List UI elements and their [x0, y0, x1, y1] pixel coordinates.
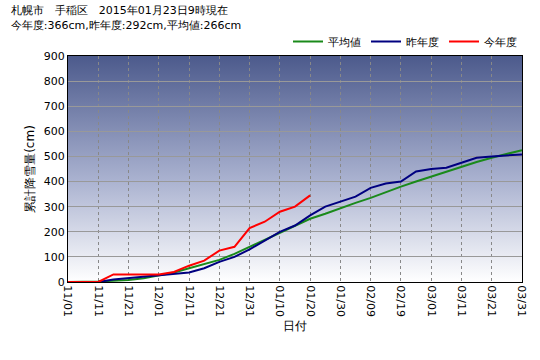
svg-text:700: 700 [44, 100, 65, 113]
svg-text:01/30: 01/30 [334, 285, 347, 317]
svg-text:01/10: 01/10 [273, 285, 286, 317]
svg-text:12/31: 12/31 [243, 285, 256, 317]
svg-text:12/11: 12/11 [182, 285, 195, 317]
svg-text:札幌市 手稲区 2015年01月23日9時現在今年度:366: 札幌市 手稲区 2015年01月23日9時現在今年度:366cm,昨年度:292… [11, 4, 241, 31]
svg-text:03/01: 03/01 [425, 285, 438, 317]
svg-text:日付: 日付 [283, 319, 307, 333]
svg-text:0: 0 [58, 276, 65, 289]
svg-text:800: 800 [44, 75, 65, 88]
svg-text:300: 300 [44, 201, 65, 214]
svg-text:12/21: 12/21 [213, 285, 226, 317]
svg-text:900: 900 [44, 50, 65, 63]
svg-text:400: 400 [44, 175, 65, 188]
svg-text:600: 600 [44, 125, 65, 138]
svg-text:100: 100 [44, 251, 65, 264]
svg-text:01/20: 01/20 [304, 285, 317, 317]
svg-text:平均値: 平均値 [328, 36, 361, 49]
svg-text:11/11: 11/11 [92, 285, 105, 317]
svg-text:昨年度: 昨年度 [406, 36, 439, 49]
svg-text:03/31: 03/31 [515, 285, 528, 317]
svg-text:11/01: 11/01 [61, 285, 74, 317]
svg-text:累計降雪量(cm): 累計降雪量(cm) [23, 125, 37, 213]
svg-text:500: 500 [44, 150, 65, 163]
svg-text:200: 200 [44, 226, 65, 239]
svg-text:11/21: 11/21 [122, 285, 135, 317]
svg-text:02/19: 02/19 [394, 285, 407, 317]
svg-text:03/11: 03/11 [455, 285, 468, 317]
svg-text:12/01: 12/01 [152, 285, 165, 317]
svg-text:今年度: 今年度 [484, 36, 517, 49]
svg-text:03/21: 03/21 [485, 285, 498, 317]
svg-text:02/09: 02/09 [364, 285, 377, 317]
